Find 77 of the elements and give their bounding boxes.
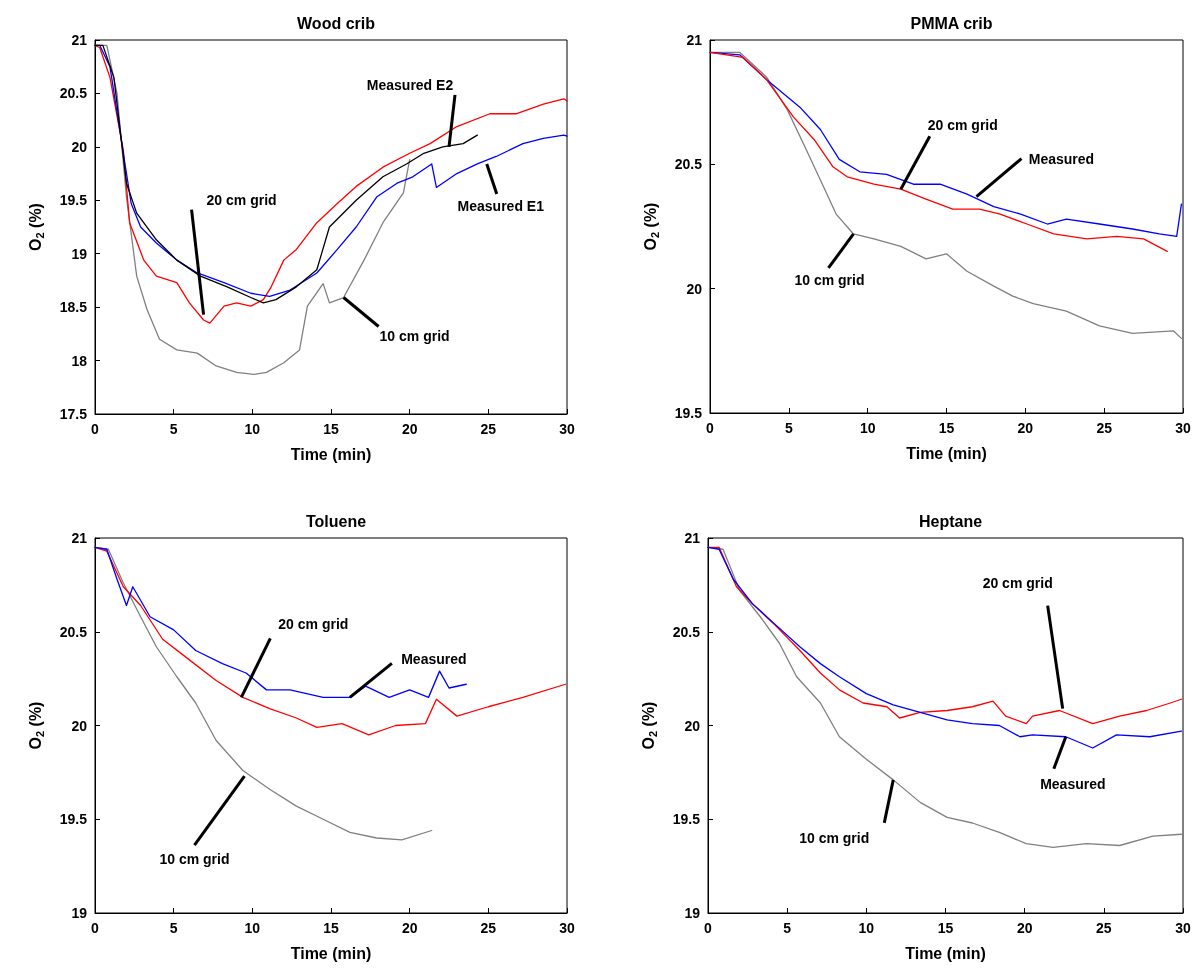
x-tick-label: 0 (91, 920, 100, 936)
x-tick-label: 15 (937, 920, 954, 936)
y-tick-label: 20.5 (59, 85, 88, 102)
annotation: Measured E2 (366, 76, 454, 93)
y-tick-label: 20.5 (674, 156, 703, 173)
y-tick-label: 18.5 (59, 299, 88, 316)
y-tick-label: 21 (684, 530, 701, 546)
annotation: 10 cm grid (799, 829, 870, 846)
x-tick-label: 30 (1175, 920, 1191, 936)
y-tick-label: 21 (71, 530, 88, 546)
x-tick-label: 25 (1096, 420, 1113, 436)
annotation: Measured (401, 651, 467, 668)
x-axis-title: Time (min) (290, 944, 372, 962)
x-tick-label: 30 (559, 920, 575, 936)
y-tick-label: 19 (71, 905, 88, 921)
y-tick-label: 19 (684, 905, 701, 921)
y-axis-title: O2 (%) (642, 202, 661, 251)
chart-title: PMMA crib (910, 14, 993, 32)
x-tick-label: 30 (1175, 420, 1191, 436)
annotation: 10 cm grid (794, 271, 865, 288)
x-axis-title: Time (min) (290, 445, 372, 463)
y-tick-label: 20 (71, 138, 88, 155)
y-tick-label: 20 (686, 280, 703, 297)
x-tick-label: 5 (169, 920, 178, 936)
y-tick-label: 19 (71, 245, 88, 262)
x-tick-label: 30 (559, 421, 575, 437)
x-tick-label: 25 (480, 421, 497, 437)
y-tick-label: 17.5 (59, 406, 88, 422)
x-tick-label: 20 (1017, 420, 1034, 436)
line-series (94, 546, 467, 699)
x-axis-title: Time (min) (905, 944, 986, 962)
chart-title: Toluene (305, 512, 367, 530)
x-tick-label: 10 (244, 920, 261, 936)
annotation: 20 cm grid (206, 191, 277, 208)
y-tick-label: 20.5 (672, 623, 701, 640)
x-tick-label: 20 (1016, 920, 1033, 936)
x-tick-label: 0 (704, 920, 713, 936)
x-tick-label: 10 (859, 420, 876, 436)
x-tick-label: 0 (91, 421, 100, 437)
chart-title: Heptane (918, 512, 983, 530)
y-tick-label: 20.5 (59, 623, 88, 640)
y-tick-label: 19.5 (674, 405, 703, 421)
x-tick-label: 20 (401, 920, 418, 936)
annotation: Measured (1028, 150, 1095, 167)
annotation: Measured E1 (457, 197, 545, 214)
y-tick-label: 18 (71, 352, 88, 369)
x-axis-title: Time (min) (906, 444, 987, 462)
x-tick-label: 15 (323, 421, 339, 437)
annotation: 10 cm grid (379, 327, 450, 344)
y-tick-label: 20 (71, 717, 88, 734)
annotation: 20 cm grid (982, 574, 1053, 591)
y-tick-label: 19.5 (59, 811, 88, 828)
y-axis-title: O2 (%) (640, 701, 659, 750)
x-tick-label: 15 (323, 920, 339, 936)
x-tick-label: 5 (169, 421, 178, 437)
x-tick-label: 20 (401, 421, 418, 437)
annotation: 10 cm grid (159, 851, 230, 868)
chart-title: Wood crib (297, 14, 376, 32)
y-tick-label: 19.5 (59, 192, 88, 209)
x-tick-label: 25 (1096, 920, 1112, 936)
x-tick-label: 5 (784, 420, 793, 436)
x-tick-label: 5 (783, 920, 792, 936)
annotation: 20 cm grid (927, 117, 998, 134)
annotation: 20 cm grid (278, 616, 349, 633)
x-tick-label: 10 (244, 421, 261, 437)
y-tick-label: 21 (686, 32, 703, 48)
annotation: Measured (1040, 775, 1106, 792)
x-tick-label: 25 (480, 920, 497, 936)
y-tick-label: 19.5 (672, 811, 701, 828)
x-tick-label: 0 (706, 420, 715, 436)
y-tick-label: 21 (71, 32, 88, 48)
x-tick-label: 10 (858, 920, 875, 936)
line-series (94, 546, 567, 736)
y-axis-title: O2 (%) (27, 701, 46, 750)
y-axis-title: O2 (%) (27, 203, 46, 251)
x-tick-label: 15 (938, 420, 955, 436)
y-tick-label: 20 (684, 717, 701, 734)
